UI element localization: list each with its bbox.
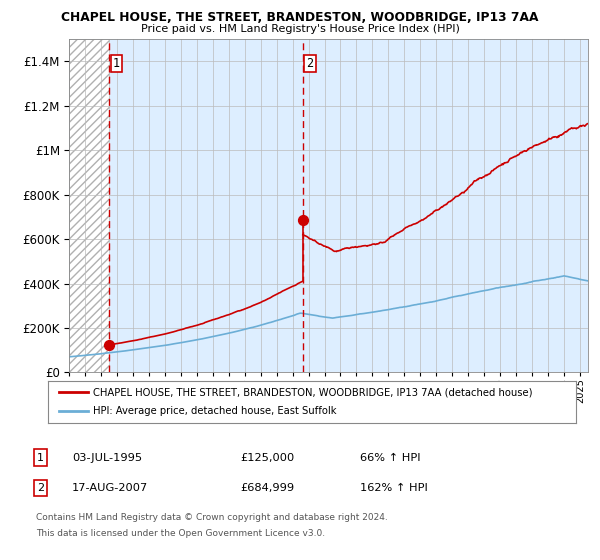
Text: CHAPEL HOUSE, THE STREET, BRANDESTON, WOODBRIDGE, IP13 7AA (detached house): CHAPEL HOUSE, THE STREET, BRANDESTON, WO… (93, 387, 532, 397)
Point (104, 340, 114, 349)
Text: 162% ↑ HPI: 162% ↑ HPI (360, 483, 428, 493)
Text: Contains HM Land Registry data © Crown copyright and database right 2024.: Contains HM Land Registry data © Crown c… (36, 513, 388, 522)
Text: 2: 2 (37, 483, 44, 493)
Text: Price paid vs. HM Land Registry's House Price Index (HPI): Price paid vs. HM Land Registry's House … (140, 24, 460, 34)
Text: £125,000: £125,000 (240, 452, 294, 463)
Text: 17-AUG-2007: 17-AUG-2007 (72, 483, 148, 493)
Bar (69, 39, 109, 372)
Text: 2: 2 (307, 57, 314, 70)
Text: 03-JUL-1995: 03-JUL-1995 (72, 452, 142, 463)
Text: 1: 1 (113, 57, 120, 70)
Text: This data is licensed under the Open Government Licence v3.0.: This data is licensed under the Open Gov… (36, 529, 325, 538)
Text: HPI: Average price, detached house, East Suffolk: HPI: Average price, detached house, East… (93, 407, 337, 417)
Text: 1: 1 (37, 452, 44, 463)
Text: £684,999: £684,999 (240, 483, 294, 493)
Text: 66% ↑ HPI: 66% ↑ HPI (360, 452, 421, 463)
Text: CHAPEL HOUSE, THE STREET, BRANDESTON, WOODBRIDGE, IP13 7AA: CHAPEL HOUSE, THE STREET, BRANDESTON, WO… (61, 11, 539, 24)
Point (298, 216, 307, 225)
